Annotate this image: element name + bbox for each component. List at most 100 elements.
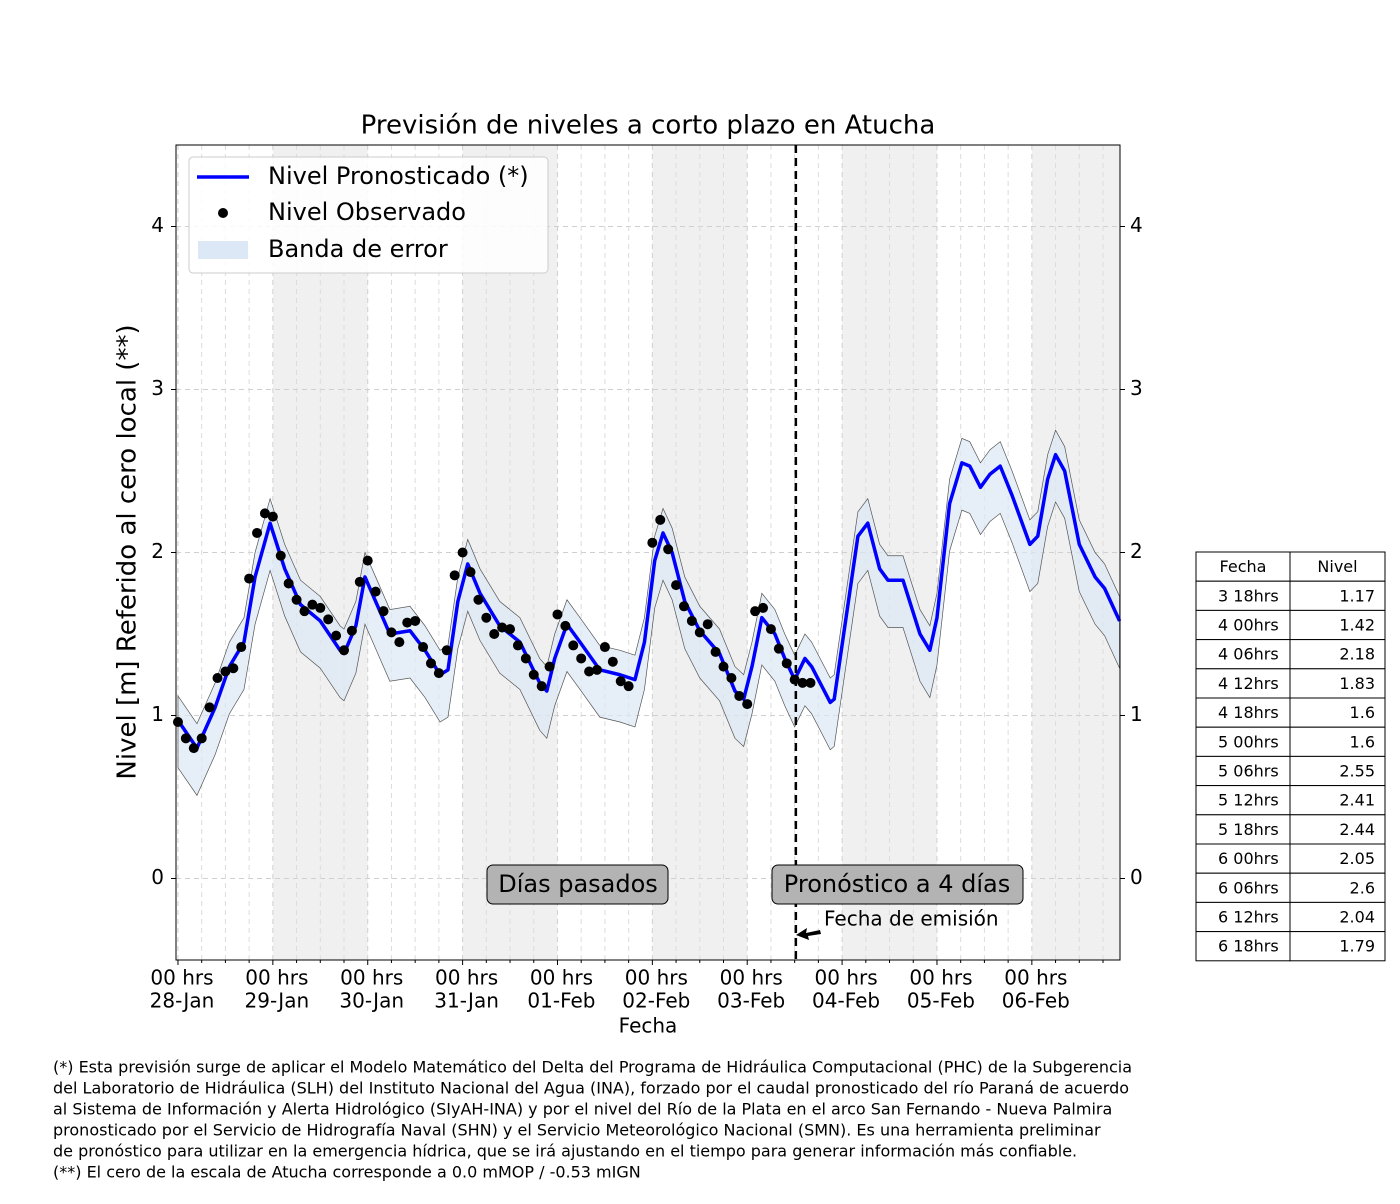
observed-point bbox=[512, 640, 523, 651]
table-cell bbox=[1195, 609, 1291, 641]
x-tick-label: 00 hrs bbox=[435, 966, 498, 990]
observed-point bbox=[425, 658, 436, 669]
legend-label: Banda de error bbox=[268, 235, 448, 263]
table-cell bbox=[1195, 580, 1291, 611]
observed-point bbox=[710, 646, 721, 657]
observed-point bbox=[236, 642, 247, 653]
table-cell bbox=[1289, 814, 1386, 845]
x-tick-label: 00 hrs bbox=[1004, 966, 1067, 990]
observed-point bbox=[370, 586, 381, 597]
table-value: 1.83 bbox=[1339, 674, 1375, 693]
table-date: 4 18hrs bbox=[1218, 703, 1279, 722]
annotation-box bbox=[771, 864, 1024, 905]
x-tick-label: 00 hrs bbox=[625, 966, 688, 990]
annotation-arrow bbox=[796, 928, 821, 940]
chart-title: Previsión de niveles a corto plazo en At… bbox=[361, 111, 936, 141]
legend-label: Nivel Pronosticado (*) bbox=[268, 162, 529, 190]
x-tick-label: 00 hrs bbox=[245, 966, 308, 990]
observed-point bbox=[758, 602, 769, 613]
grid bbox=[176, 145, 1120, 960]
observed-point bbox=[172, 717, 183, 728]
y-tick-label: 1 bbox=[151, 702, 164, 726]
observed-point bbox=[362, 555, 373, 566]
annotation: Días pasados bbox=[498, 870, 658, 898]
table-cell bbox=[1289, 755, 1386, 787]
footnote: (*) Esta previsión surge de aplicar el M… bbox=[53, 1058, 1132, 1182]
table-cell bbox=[1289, 843, 1386, 874]
table-date: 6 00hrs bbox=[1218, 849, 1279, 868]
observed-point bbox=[520, 653, 531, 664]
footnote-line: (*) Esta previsión surge de aplicar el M… bbox=[53, 1058, 1132, 1077]
table-value: 2.04 bbox=[1339, 908, 1375, 927]
table-date: 4 06hrs bbox=[1218, 645, 1279, 664]
plot-data bbox=[172, 145, 1122, 960]
observed-point bbox=[544, 661, 555, 672]
observed-point bbox=[797, 677, 808, 688]
table-date: 6 18hrs bbox=[1218, 937, 1279, 956]
x-tick-date: 04-Feb bbox=[812, 989, 880, 1013]
table-date: 5 18hrs bbox=[1218, 820, 1279, 839]
observed-point bbox=[196, 733, 207, 744]
table-value: 1.6 bbox=[1350, 703, 1375, 722]
table-date: 6 06hrs bbox=[1218, 878, 1279, 897]
observed-point bbox=[307, 599, 318, 610]
footnote-line: del Laboratorio de Hidráulica (SLH) del … bbox=[53, 1079, 1129, 1098]
x-tick-date: 01-Feb bbox=[527, 989, 595, 1013]
x-tick-date: 28-Jan bbox=[150, 989, 215, 1013]
x-tick-date: 30-Jan bbox=[339, 989, 404, 1013]
table-value: 1.42 bbox=[1339, 616, 1375, 635]
observed-point bbox=[457, 547, 468, 558]
x-tick-date: 02-Feb bbox=[622, 989, 690, 1013]
observed-point bbox=[378, 606, 389, 617]
observed-point bbox=[331, 630, 342, 641]
y-tick-label: 2 bbox=[151, 539, 164, 563]
observed-point bbox=[584, 666, 595, 677]
legend-patch bbox=[198, 241, 248, 259]
observed-point bbox=[765, 624, 776, 635]
x-tick-date: 05-Feb bbox=[907, 989, 975, 1013]
observed-point bbox=[655, 514, 666, 525]
observed-point bbox=[339, 645, 350, 656]
table-value: 2.18 bbox=[1339, 645, 1375, 664]
observed-point bbox=[599, 642, 610, 653]
observed-point bbox=[671, 580, 682, 591]
observed-point bbox=[402, 617, 413, 628]
legend-box bbox=[188, 156, 549, 274]
table-cell bbox=[1289, 872, 1386, 903]
observed-point bbox=[663, 544, 674, 555]
table-value: 1.6 bbox=[1350, 732, 1375, 751]
x-tick-label: 00 hrs bbox=[815, 966, 878, 990]
table-cell bbox=[1195, 843, 1291, 874]
y-axis-label: Nivel [m] Referido al cero local (**) bbox=[113, 324, 143, 779]
annotation: Pronóstico a 4 días bbox=[784, 870, 1010, 898]
table-value: 1.79 bbox=[1339, 937, 1375, 956]
table-date: 5 12hrs bbox=[1218, 791, 1279, 810]
observed-point bbox=[505, 624, 516, 635]
table-value: 2.44 bbox=[1339, 820, 1375, 839]
x-tick-date: 29-Jan bbox=[245, 989, 310, 1013]
observed-point bbox=[244, 573, 255, 584]
observed-point bbox=[750, 606, 761, 617]
observed-point bbox=[536, 681, 547, 692]
table-header: Fecha bbox=[1220, 557, 1267, 576]
table-cell bbox=[1195, 814, 1291, 845]
observed-point bbox=[568, 640, 579, 651]
observed-point bbox=[299, 606, 310, 617]
x-tick-date: 03-Feb bbox=[717, 989, 785, 1013]
observed-point bbox=[481, 612, 492, 623]
x-tick-date: 31-Jan bbox=[434, 989, 499, 1013]
table-cell bbox=[1289, 668, 1386, 699]
observed-point bbox=[188, 743, 199, 754]
table-cell bbox=[1289, 697, 1386, 728]
observed-point bbox=[252, 527, 263, 538]
y2-tick-label: 0 bbox=[1130, 865, 1143, 889]
observed-point bbox=[694, 627, 705, 638]
observed-point bbox=[726, 673, 737, 684]
observed-point bbox=[323, 614, 334, 625]
footnote-line: pronosticado por el Servicio de Hidrogra… bbox=[53, 1121, 1101, 1140]
table-cell bbox=[1289, 580, 1386, 611]
observed-point bbox=[702, 619, 713, 630]
table-cell bbox=[1195, 668, 1291, 699]
x-tick-label: 00 hrs bbox=[340, 966, 403, 990]
